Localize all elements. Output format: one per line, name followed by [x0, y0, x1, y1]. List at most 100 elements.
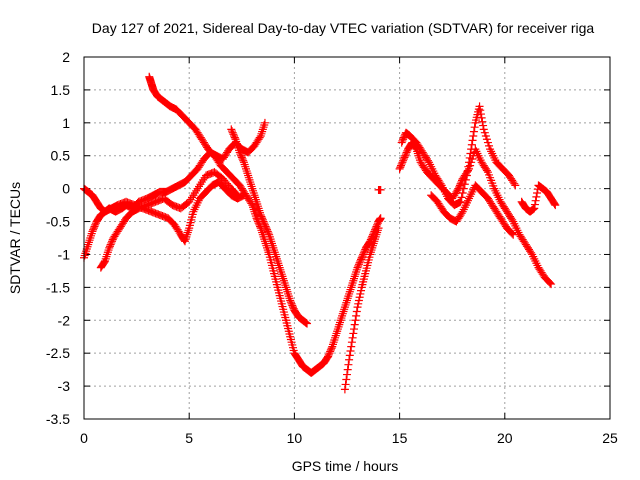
data-point-interp [531, 196, 540, 205]
data-point-interp [255, 133, 264, 142]
data-point [332, 329, 341, 338]
data-point-interp [333, 325, 342, 334]
data-point-interp [87, 231, 96, 240]
series-arc-c [96, 168, 242, 272]
data-point-interp [457, 193, 466, 202]
y-tick-label: 1.5 [51, 82, 71, 98]
data-point [399, 155, 408, 164]
data-point-interp [91, 220, 100, 229]
data-point-interp [346, 346, 355, 355]
data-point-interp [276, 265, 285, 274]
data-point [84, 240, 93, 249]
data-point-interp [399, 135, 408, 144]
data-point-interp [356, 257, 365, 266]
data-point-interp [470, 123, 479, 132]
data-point-interp [279, 276, 288, 285]
data-point-interp [108, 235, 117, 244]
data-point-interp [345, 287, 354, 296]
data-point-interp [397, 161, 406, 170]
data-point-interp [259, 217, 268, 226]
data-point-interp [286, 298, 295, 307]
data-point-interp [533, 189, 542, 198]
data-point-interp [87, 229, 96, 238]
data-point-interp [350, 272, 359, 281]
y-tick-label: -1 [58, 246, 71, 262]
data-point [233, 191, 242, 200]
series-arc-e [227, 125, 312, 328]
data-point-interp [80, 251, 89, 260]
data-point [248, 184, 257, 193]
data-point-interp [546, 278, 555, 287]
data-point-interp [241, 162, 250, 171]
data-point-interp [103, 250, 112, 259]
data-point-interp [341, 300, 350, 309]
data-point-interp [478, 117, 487, 126]
data-point-interp [550, 199, 559, 208]
data-point-interp [344, 292, 353, 301]
data-point-interp [108, 237, 117, 246]
data-point-interp [530, 200, 539, 209]
data-point-interp [270, 248, 279, 257]
data-point-interp [343, 370, 351, 379]
data-point-interp [357, 255, 366, 264]
data-point-interp [272, 254, 281, 263]
data-point-interp [373, 220, 382, 229]
data-point-interp [400, 153, 409, 162]
data-point-interp [351, 270, 360, 279]
data-point-interp [236, 150, 245, 159]
data-point [256, 210, 265, 219]
data-point-interp [398, 158, 407, 167]
y-tick-label: 0.5 [51, 148, 71, 164]
data-point-interp [259, 123, 268, 132]
data-point-interp [237, 151, 246, 160]
data-point-interp [86, 234, 95, 242]
data-point-interp [81, 249, 90, 258]
data-point-interp [483, 138, 492, 147]
x-tick-label: 10 [287, 430, 303, 446]
data-point-interp [246, 178, 255, 187]
data-point-interp [333, 327, 342, 336]
x-tick-label: 20 [497, 430, 513, 446]
data-point-interp [399, 156, 408, 165]
data-point-interp [267, 237, 276, 246]
y-tick-label: -2.5 [46, 345, 70, 361]
y-tick-label: 1 [62, 115, 70, 131]
data-point-interp [335, 318, 344, 327]
data-point [353, 263, 362, 272]
data-point-interp [532, 192, 541, 201]
data-point-interp [460, 180, 469, 189]
data-point-interp [347, 338, 356, 347]
data-point-interp [458, 189, 467, 198]
data-point-interp [342, 298, 351, 307]
data-point-interp [262, 224, 271, 233]
data-point-interp [324, 350, 333, 359]
data-point-interp [245, 175, 254, 184]
data-point-interp [468, 136, 477, 145]
data-point [509, 230, 518, 239]
data-point-interp [479, 121, 488, 130]
data-point-interp [232, 190, 241, 199]
data-point-interp [350, 325, 359, 334]
data-point-interp [239, 156, 248, 165]
x-tick-label: 15 [392, 430, 408, 446]
data-point-interp [401, 150, 410, 159]
data-point-interp [284, 289, 293, 298]
data-point-interp [459, 184, 468, 193]
data-point-interp [280, 278, 289, 287]
data-point-interp [352, 307, 361, 316]
data-point [281, 283, 290, 292]
data-point-interp [348, 333, 357, 342]
data-point-interp [266, 235, 275, 244]
data-point-interp [510, 179, 519, 188]
data-point [467, 145, 476, 154]
data-point [395, 164, 404, 173]
y-tick-label: 0 [62, 181, 70, 197]
data-point-interp [337, 314, 346, 323]
data-point-interp [264, 229, 273, 238]
data-point-interp [285, 294, 294, 303]
data-point-interp [344, 360, 353, 369]
data-point-interp [260, 219, 269, 228]
data-point-interp [327, 344, 336, 353]
data-point-interp [103, 248, 112, 257]
data-point-interp [352, 265, 361, 274]
